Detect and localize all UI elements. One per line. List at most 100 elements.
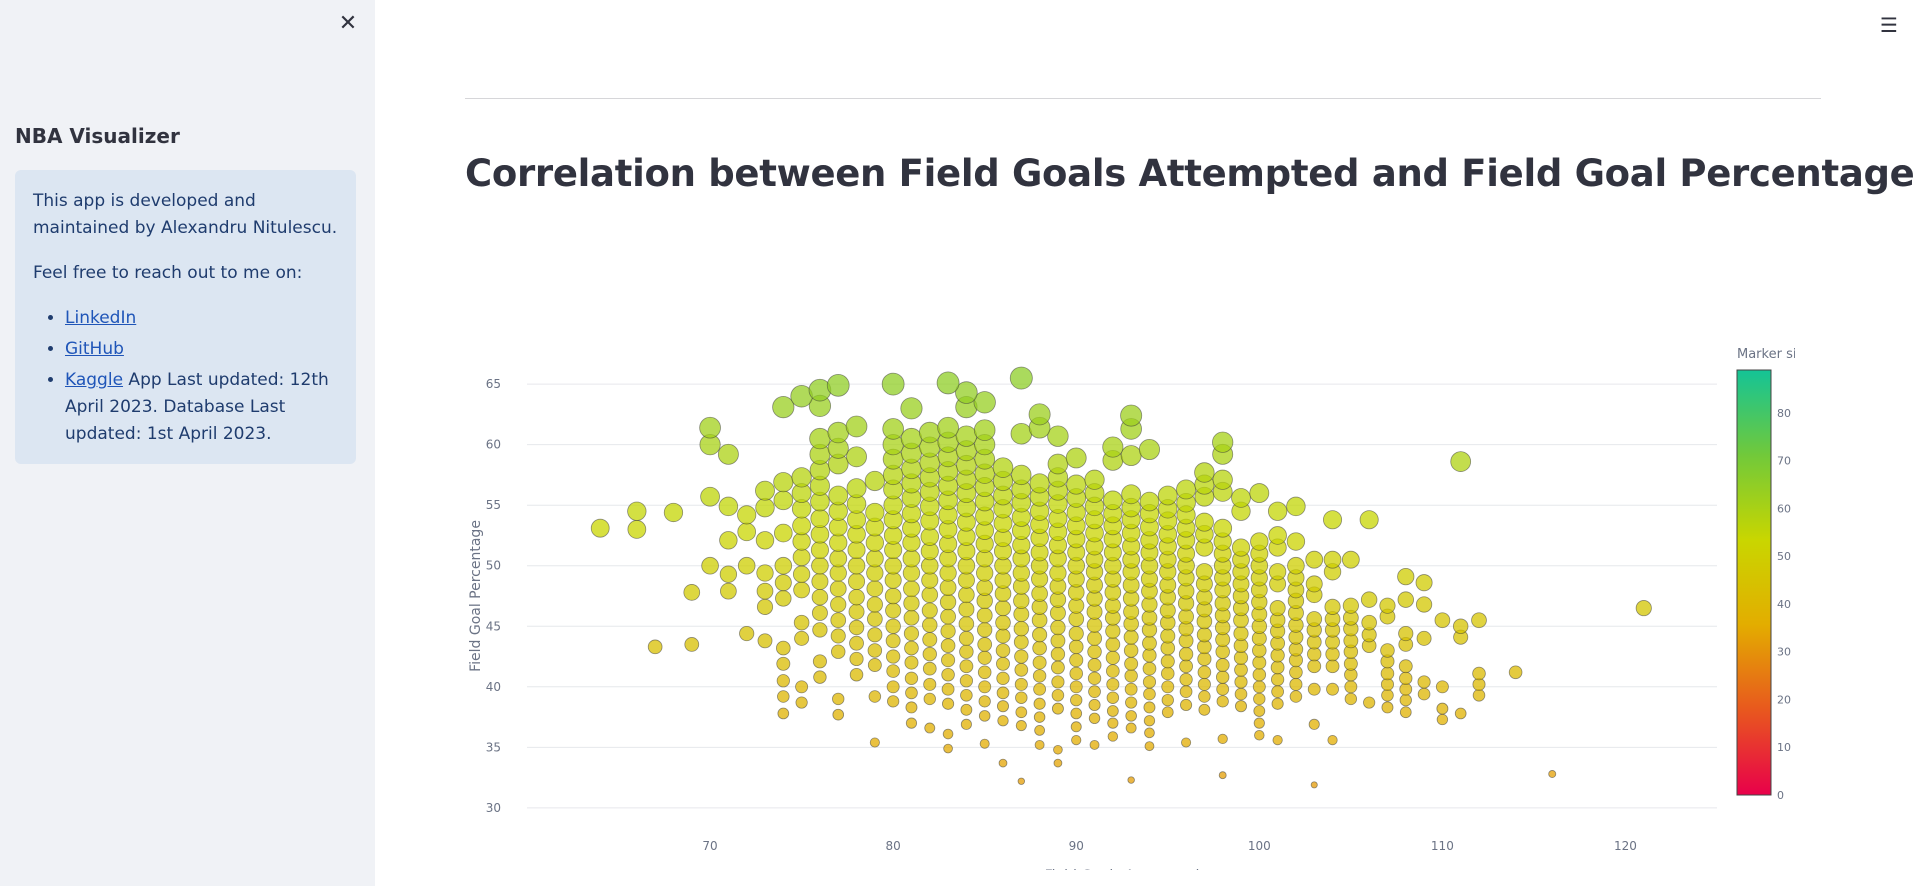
scatter-point [773, 490, 794, 511]
scatter-point [1089, 739, 1100, 750]
linkedin-link[interactable]: LinkedIn [65, 308, 137, 328]
scatter-point [1144, 741, 1155, 752]
github-link[interactable]: GitHub [65, 339, 124, 359]
scatter-point [1053, 758, 1063, 768]
scatter-point [1635, 600, 1652, 617]
scatter-point [792, 565, 811, 583]
scatter-point [1011, 464, 1032, 486]
scatter-point [1179, 685, 1193, 699]
scatter-point [994, 600, 1012, 617]
scatter-point [1015, 720, 1027, 732]
scatter-point [1196, 627, 1212, 643]
scatter-point [866, 580, 884, 598]
scatter-point [1106, 705, 1119, 717]
scatter-point [647, 639, 663, 655]
scatter-point [958, 616, 975, 632]
scatter-point [828, 485, 849, 506]
scatter-point [1160, 666, 1175, 681]
scatter-point [1508, 665, 1523, 680]
scatter-point [1253, 705, 1266, 717]
scatter-point [1380, 666, 1395, 681]
list-item: Kaggle App Last updated: 12th April 2023… [65, 367, 342, 448]
scatter-point [1070, 721, 1082, 733]
scatter-point [849, 667, 864, 682]
scatter-point [978, 695, 991, 708]
scatter-point [941, 653, 956, 668]
scatter-point [1105, 637, 1121, 652]
scatter-point [1138, 438, 1161, 461]
scatter-point [1380, 643, 1395, 658]
scatter-point [886, 649, 901, 664]
scatter-point [792, 532, 811, 551]
scatter-point [996, 671, 1010, 686]
scatter-point [940, 638, 956, 654]
scatter-point [777, 707, 790, 720]
scatter-point [1397, 568, 1415, 586]
scatter-point [1435, 680, 1449, 694]
scatter-point [941, 682, 955, 696]
scatter-point [941, 697, 955, 710]
scatter-point [1217, 733, 1228, 745]
scatter-point [1125, 696, 1138, 709]
scatter-point [1105, 623, 1121, 639]
scatter-point [1254, 729, 1265, 741]
scatter-point [977, 622, 993, 638]
scatter-point [1028, 403, 1051, 426]
scatter-point [755, 480, 775, 501]
scatter-point [1124, 656, 1139, 671]
scatter-point [1398, 659, 1413, 674]
scatter-point [1305, 575, 1323, 593]
scatter-point [776, 656, 791, 671]
y-tick-label: 30 [486, 801, 501, 815]
scatter-point [663, 502, 684, 523]
scatter-point [924, 722, 936, 734]
scatter-point [847, 540, 866, 560]
scatter-point [1272, 734, 1283, 746]
scatter-point [1033, 697, 1046, 710]
scatter-point [1050, 619, 1066, 636]
scatter-point [1179, 659, 1194, 674]
scatter-point [1271, 685, 1284, 699]
scatter-point [1379, 597, 1396, 614]
x-axis-title: Field Goals Attempted [1045, 868, 1200, 870]
scatter-point [1125, 722, 1137, 734]
scatter-point [1142, 675, 1157, 689]
scatter-point [1198, 690, 1211, 703]
scatter-point [958, 586, 975, 604]
colorbar-tick-label: 50 [1777, 550, 1791, 563]
scatter-point [1434, 612, 1451, 629]
scatter-point [904, 671, 919, 686]
kaggle-link[interactable]: Kaggle [65, 370, 124, 390]
scatter-point [955, 381, 978, 404]
scatter-point [1051, 689, 1065, 702]
close-icon[interactable]: ✕ [338, 11, 358, 36]
scatter-point [995, 614, 1011, 631]
scatter-point [1084, 469, 1105, 490]
scatter-point [885, 633, 901, 649]
scatter-point [1142, 635, 1157, 651]
scatter-point [1253, 717, 1265, 729]
scatter-point [995, 628, 1011, 644]
divider [465, 98, 1821, 99]
scatter-point [1454, 707, 1467, 720]
scatter-point [922, 661, 937, 676]
scatter-point [1070, 707, 1083, 720]
hamburger-menu-icon[interactable]: ☰ [1880, 13, 1898, 37]
scatter-point [827, 421, 850, 444]
scatter-point [1015, 706, 1028, 719]
scatter-point [1341, 550, 1360, 569]
scatter-point [1124, 669, 1138, 683]
scatter-point [772, 396, 795, 419]
scatter-point [1344, 680, 1358, 694]
scatter-point [1326, 682, 1339, 696]
scatter-point [830, 644, 846, 659]
scatter-point [809, 427, 831, 450]
scatter-point [1416, 630, 1432, 646]
scatter-point [1360, 591, 1378, 608]
scatter-point [1160, 654, 1175, 669]
scatter-point [900, 397, 923, 420]
scatter-point [1325, 659, 1340, 674]
scatter-point [923, 677, 937, 691]
scatter-point [940, 608, 956, 625]
scatter-point [867, 658, 882, 672]
